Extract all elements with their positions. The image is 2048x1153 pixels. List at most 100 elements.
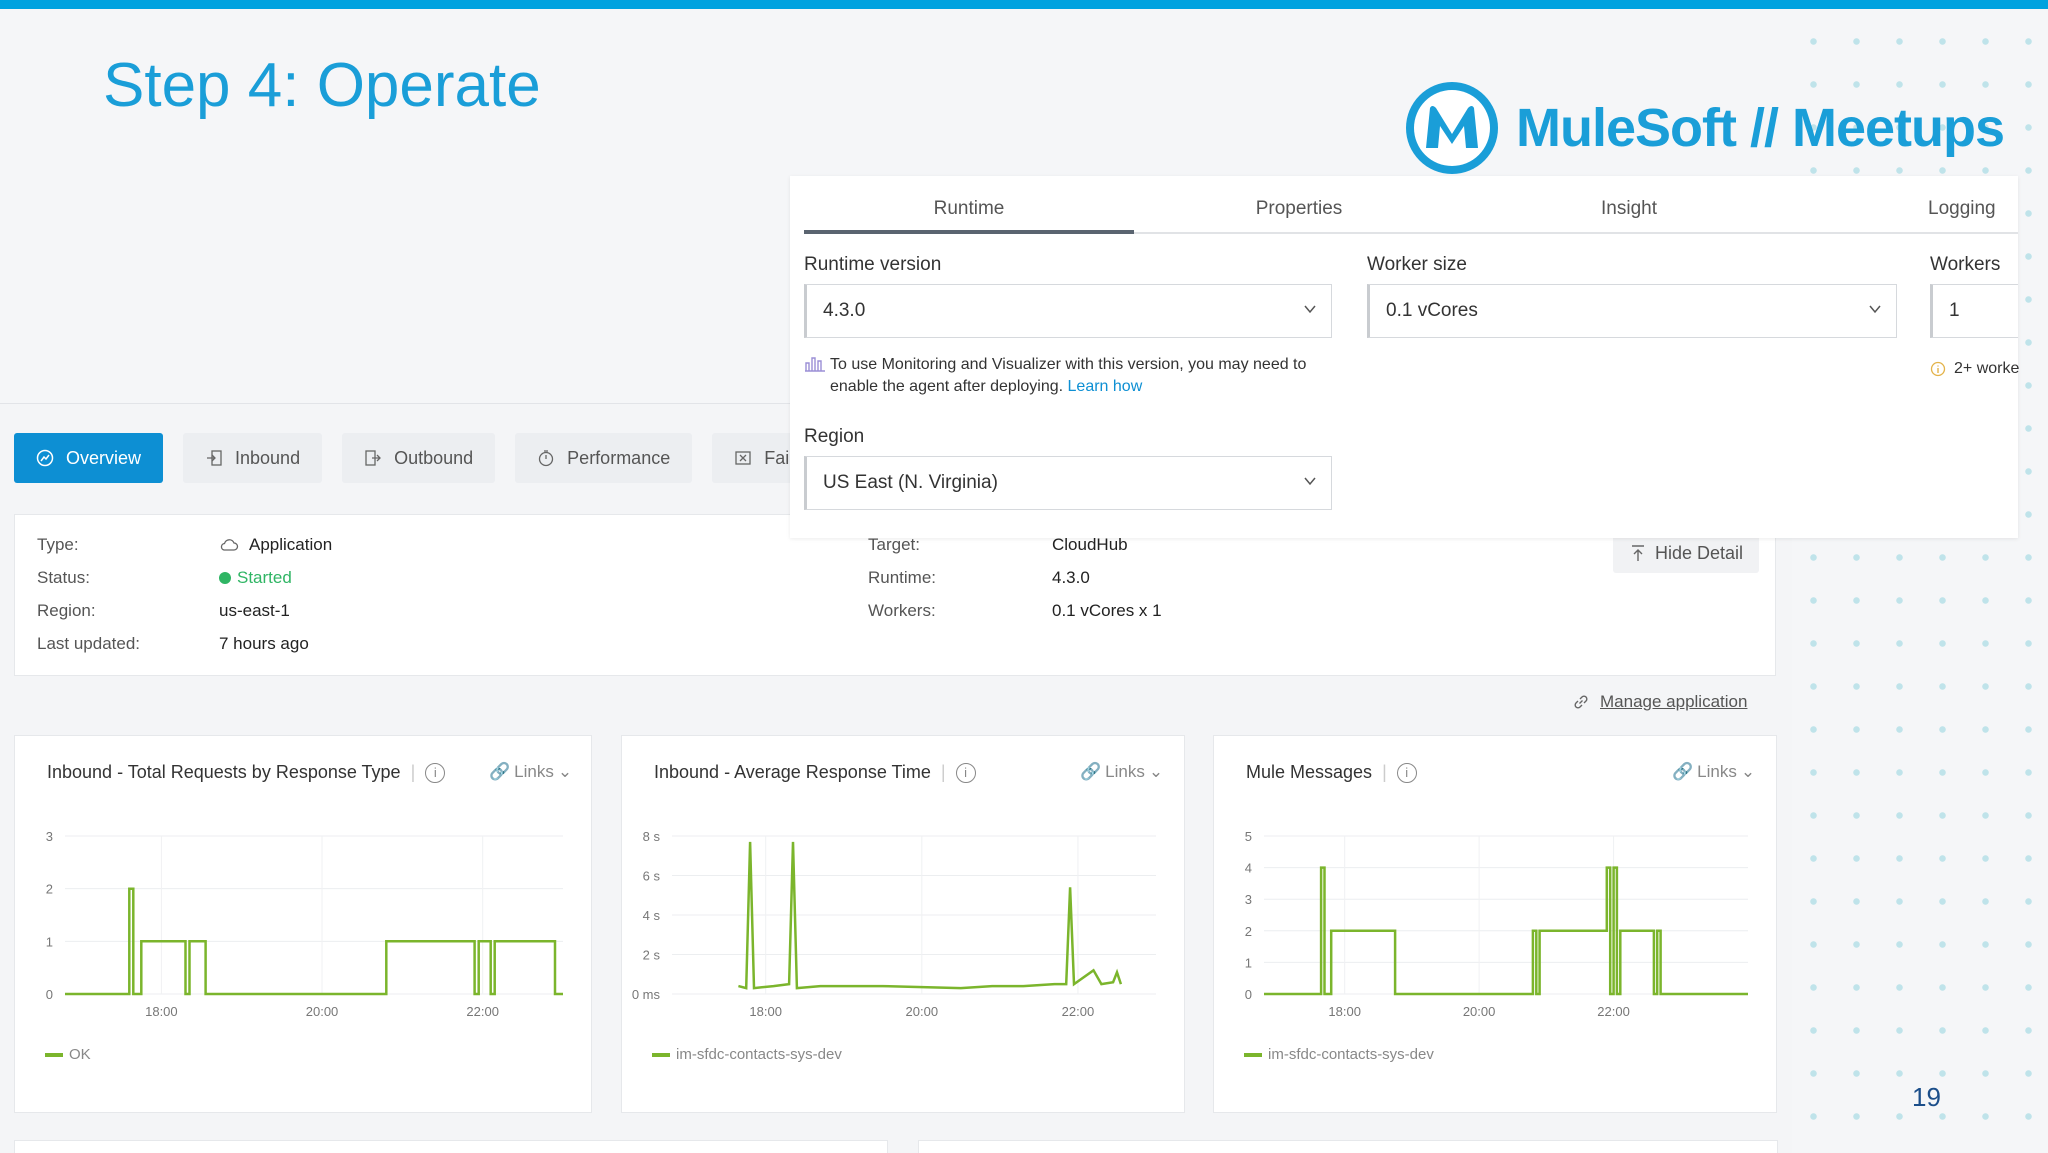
info-icon[interactable]: i <box>955 762 976 783</box>
tab-overview[interactable]: Overview <box>14 433 164 483</box>
y-tick-label: 0 <box>1245 987 1252 1002</box>
tab-outbound[interactable]: Outbound <box>342 433 496 483</box>
legend-swatch <box>1244 1052 1262 1057</box>
tab-runtime[interactable]: Runtime <box>933 198 1005 219</box>
x-tick-label: 22:00 <box>1597 1004 1630 1019</box>
tab-performance[interactable]: Performance <box>515 433 693 483</box>
y-tick-label: 1 <box>1245 955 1252 970</box>
chart-title: Inbound - Total Requests by Response Typ… <box>47 762 401 782</box>
cloud-icon <box>220 539 239 551</box>
y-tick-label: 2 <box>1245 924 1252 939</box>
chart-total-requests: 0 1 2 3 18:00 20:00 22:00 <box>46 829 563 1019</box>
overview-icon <box>36 449 54 467</box>
tab-properties[interactable]: Properties <box>1255 198 1343 219</box>
worker-size-select[interactable]: 0.1 vCores <box>1367 284 1897 338</box>
bar-chart-icon <box>805 357 825 372</box>
learn-how-link[interactable]: Learn how <box>1067 378 1143 395</box>
status-dot-icon <box>219 572 231 584</box>
x-tick-label: 22:00 <box>1062 1004 1095 1019</box>
link-icon: 🔗 <box>489 762 511 781</box>
y-tick-label: 4 s <box>643 908 661 923</box>
chart-title: Inbound - Average Response Time <box>654 762 931 782</box>
workers-input[interactable]: 1 <box>1930 284 2018 338</box>
mulesoft-meetups-logo: MuleSoft // Meetups <box>1402 78 2005 178</box>
chevron-down-icon <box>1304 477 1316 486</box>
accent-bar <box>0 0 2048 9</box>
x-tick-label: 20:00 <box>306 1004 339 1019</box>
runtime-version-label: Runtime version <box>804 254 942 275</box>
outbound-icon <box>365 450 382 466</box>
last-updated-label: Last updated: <box>37 634 141 653</box>
hide-detail-button[interactable]: Hide Detail <box>1613 533 1760 573</box>
legend-label: im-sfdc-contacts-sys-dev <box>1268 1046 1434 1063</box>
target-value: CloudHub <box>1052 535 1128 554</box>
tab-performance-label: Performance <box>567 447 671 468</box>
tab-overview-label: Overview <box>66 447 142 468</box>
links-label: Links <box>1105 762 1145 781</box>
monitoring-notice: To use Monitoring and Visualizer with th… <box>804 354 1344 398</box>
chart-legend: OK <box>45 1046 91 1063</box>
chart-title-row: Inbound - Total Requests by Response Typ… <box>47 762 446 783</box>
links-dropdown[interactable]: 🔗 Links ⌄ <box>1672 762 1755 782</box>
links-label: Links <box>514 762 554 781</box>
y-tick-label: 1 <box>46 934 53 949</box>
y-tick-label: 6 s <box>643 869 661 884</box>
workers-note: 2+ worke <box>1930 360 2019 378</box>
settings-tabs: Runtime Properties Insight Logging <box>804 176 2018 234</box>
worker-size-label: Worker size <box>1367 254 1467 275</box>
legend-label: im-sfdc-contacts-sys-dev <box>676 1046 842 1063</box>
slide-title: Step 4: Operate <box>103 51 541 120</box>
worker-size-value: 0.1 vCores <box>1386 300 1478 321</box>
region-label: Region: <box>37 601 96 620</box>
y-tick-label: 5 <box>1245 829 1252 844</box>
y-tick-label: 4 <box>1245 861 1252 876</box>
chevron-down-icon: ⌄ <box>1740 762 1756 781</box>
tab-outbound-label: Outbound <box>394 447 474 468</box>
info-icon[interactable]: i <box>425 762 446 783</box>
nav-tabs: Overview Inbound Outbound Performance Fa… <box>14 433 870 483</box>
tab-insight[interactable]: Insight <box>1601 198 1657 219</box>
y-tick-label: 3 <box>1245 892 1252 907</box>
legend-label: OK <box>69 1046 91 1063</box>
inbound-icon <box>207 450 222 466</box>
application-details: Type: Application Status: Started Region… <box>14 514 1776 676</box>
workers-label: Workers: <box>868 601 936 620</box>
link-icon: 🔗 <box>1672 762 1694 781</box>
info-icon[interactable]: i <box>1396 762 1417 783</box>
tab-inbound[interactable]: Inbound <box>183 433 323 483</box>
chart-legend: im-sfdc-contacts-sys-dev <box>652 1046 842 1063</box>
last-updated-value: 7 hours ago <box>219 634 309 653</box>
series-line <box>738 841 1123 990</box>
links-label: Links <box>1697 762 1737 781</box>
manage-application-link[interactable]: Manage application <box>1572 692 1747 712</box>
manage-application-label: Manage application <box>1600 692 1748 711</box>
region-value: us-east-1 <box>219 601 290 620</box>
active-tab-indicator <box>804 230 1134 234</box>
links-dropdown[interactable]: 🔗 Links ⌄ <box>489 762 572 782</box>
chevron-down-icon: ⌄ <box>557 762 573 781</box>
type-value-text: Application <box>249 535 333 554</box>
region-label: Region <box>804 426 865 447</box>
chart-legend: im-sfdc-contacts-sys-dev <box>1244 1046 1434 1063</box>
x-tick-label: 20:00 <box>1463 1004 1496 1019</box>
hide-detail-label: Hide Detail <box>1655 542 1744 563</box>
legend-swatch <box>45 1052 63 1057</box>
links-dropdown[interactable]: 🔗 Links ⌄ <box>1080 762 1163 782</box>
warning-info-icon <box>1930 361 1946 377</box>
workers-label: Workers <box>1930 254 2001 275</box>
series-line <box>1264 866 1748 996</box>
performance-icon <box>539 450 554 467</box>
link-icon <box>1574 695 1588 709</box>
tab-logging[interactable]: Logging <box>1928 198 1996 219</box>
status-value: Started <box>219 568 292 588</box>
runtime-value: 4.3.0 <box>1052 568 1090 587</box>
chart-card-total-requests: Inbound - Total Requests by Response Typ… <box>14 735 592 1113</box>
runtime-version-select[interactable]: 4.3.0 <box>804 284 1332 338</box>
collapse-up-icon <box>1632 545 1644 561</box>
region-select[interactable]: US East (N. Virginia) <box>804 456 1332 510</box>
chart-title-row: Inbound - Average Response Time | i <box>654 762 976 783</box>
x-tick-label: 20:00 <box>906 1004 939 1019</box>
bottom-card-left <box>14 1140 888 1153</box>
workers-value: 0.1 vCores x 1 <box>1052 601 1162 620</box>
y-tick-label: 0 <box>46 987 53 1002</box>
